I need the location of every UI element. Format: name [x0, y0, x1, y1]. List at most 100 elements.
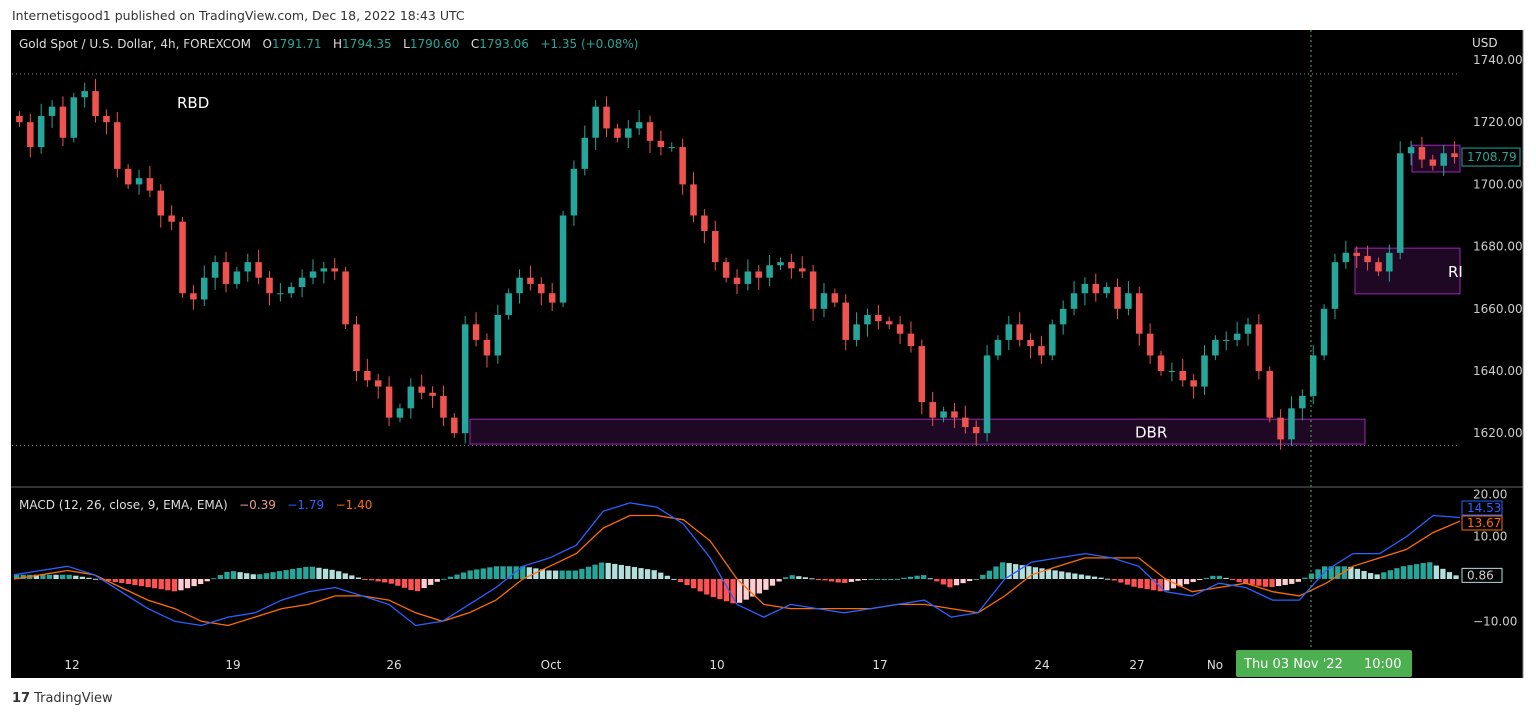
- candle-body: [929, 402, 936, 418]
- macd-histogram-bar: [382, 579, 388, 583]
- macd-histogram-bar: [625, 566, 631, 579]
- macd-histogram-bar: [986, 570, 993, 579]
- candle-body: [114, 122, 121, 169]
- macd-histogram-bar: [1440, 568, 1446, 579]
- time-tick-label: 12: [64, 658, 79, 672]
- candle-body: [1299, 395, 1306, 409]
- candle-body: [1375, 262, 1382, 272]
- macd-histogram-bar: [342, 573, 348, 579]
- macd-histogram-bar: [914, 575, 920, 579]
- price-tick-label: 1700.00: [1473, 177, 1523, 191]
- candle-body: [103, 115, 110, 123]
- candle-body: [1016, 324, 1023, 340]
- candle-body: [842, 302, 849, 340]
- candle-body: [614, 128, 621, 138]
- macd-histogram-bar: [1433, 565, 1439, 579]
- candle-body: [1146, 333, 1154, 356]
- candle-body: [809, 271, 817, 309]
- symbol-legend: Gold Spot / U.S. Dollar, 4h, FOREXCOM O1…: [19, 37, 639, 51]
- macd-histogram-bar: [953, 579, 960, 586]
- candle-body: [374, 380, 382, 387]
- macd-value: −1.79: [287, 498, 325, 512]
- candle-body: [1396, 153, 1404, 253]
- macd-histogram-bar: [1328, 566, 1334, 579]
- candle-body: [1125, 293, 1132, 309]
- macd-histogram-bar: [263, 573, 270, 579]
- candle-body: [298, 277, 306, 288]
- candle-body: [277, 293, 284, 295]
- macd-histogram-bar: [1400, 566, 1407, 579]
- macd-histogram-bar: [1019, 565, 1025, 579]
- macd-histogram-bar: [250, 574, 256, 579]
- candle-body: [1222, 339, 1230, 341]
- time-tick-label: 19: [225, 658, 240, 672]
- macd-histogram-bar: [53, 574, 59, 579]
- macd-histogram-bar: [1374, 574, 1380, 579]
- candle-body: [244, 262, 252, 272]
- candle-body: [820, 293, 828, 309]
- macd-histogram-bar: [1039, 568, 1045, 579]
- candle-body: [1320, 308, 1328, 356]
- macd-histogram-bar: [888, 579, 894, 580]
- macd-histogram-bar: [1157, 579, 1163, 592]
- macd-histogram-bar: [973, 579, 979, 580]
- macd-histogram-bar: [60, 574, 66, 579]
- macd-histogram-bar: [355, 577, 362, 579]
- candle-body: [831, 293, 839, 303]
- macd-histogram-bar: [296, 567, 302, 579]
- macd-histogram-bar: [132, 579, 138, 586]
- candle-body: [1114, 287, 1121, 309]
- macd-histogram-bar: [1262, 579, 1269, 587]
- macd-histogram-bar: [1085, 575, 1091, 579]
- macd-value-box: [1461, 515, 1503, 531]
- candle-body: [1005, 324, 1013, 340]
- macd-histogram-bar: [999, 562, 1006, 579]
- candle-body: [625, 128, 632, 138]
- macd-title[interactable]: MACD (12, 26, close, 9, EMA, EMA): [19, 498, 228, 512]
- macd-histogram-bar: [677, 579, 684, 583]
- macd-histogram-bar: [901, 577, 907, 579]
- macd-histogram-bar: [868, 579, 874, 580]
- macd-histogram-bar: [1289, 579, 1295, 584]
- macd-histogram-bar: [14, 574, 20, 579]
- macd-axis-label: 0.86: [1467, 568, 1494, 582]
- macd-histogram-bar: [1249, 579, 1255, 585]
- macd-histogram-bar: [1216, 575, 1223, 579]
- macd-histogram-bar: [224, 571, 230, 579]
- macd-histogram-bar: [638, 568, 644, 579]
- candle-body: [146, 178, 154, 191]
- candle-body: [92, 91, 99, 116]
- price-tick-label: 1680.00: [1473, 240, 1523, 254]
- candle-body: [1070, 293, 1078, 309]
- macd-histogram-bar: [1420, 563, 1426, 579]
- macd-histogram-bar: [881, 579, 887, 580]
- macd-histogram-bar: [592, 564, 598, 579]
- candle-body: [592, 106, 599, 138]
- time-tick-label: 27: [1129, 658, 1144, 672]
- symbol-title[interactable]: Gold Spot / U.S. Dollar, 4h, FOREXCOM: [19, 37, 252, 51]
- open-value: 1791.71: [271, 37, 322, 51]
- macd-histogram-bar: [428, 579, 434, 585]
- macd-histogram-bar: [447, 576, 454, 579]
- candle-body: [1244, 324, 1252, 334]
- macd-histogram-bar: [1078, 574, 1085, 579]
- macd-histogram-bar: [1302, 577, 1308, 579]
- chart-frame[interactable]: [11, 30, 1523, 678]
- macd-histogram-bar: [907, 576, 914, 579]
- macd-histogram-bar: [480, 568, 486, 579]
- candle-body: [907, 333, 915, 347]
- candle-body: [994, 339, 1002, 356]
- candle-body: [472, 324, 480, 340]
- signal-line: [13, 514, 1461, 627]
- macd-histogram-bar: [658, 572, 664, 579]
- macd-histogram-bar: [421, 579, 427, 589]
- tradingview-logo[interactable]: 17 TradingView: [12, 691, 113, 706]
- candle-body: [320, 268, 328, 272]
- candle-body: [548, 293, 556, 303]
- candle-body: [962, 417, 969, 427]
- candle-body: [1440, 153, 1447, 166]
- macd-histogram-bar: [993, 566, 999, 579]
- macd-histogram-bar: [533, 568, 539, 579]
- macd-histogram-bar: [211, 578, 217, 580]
